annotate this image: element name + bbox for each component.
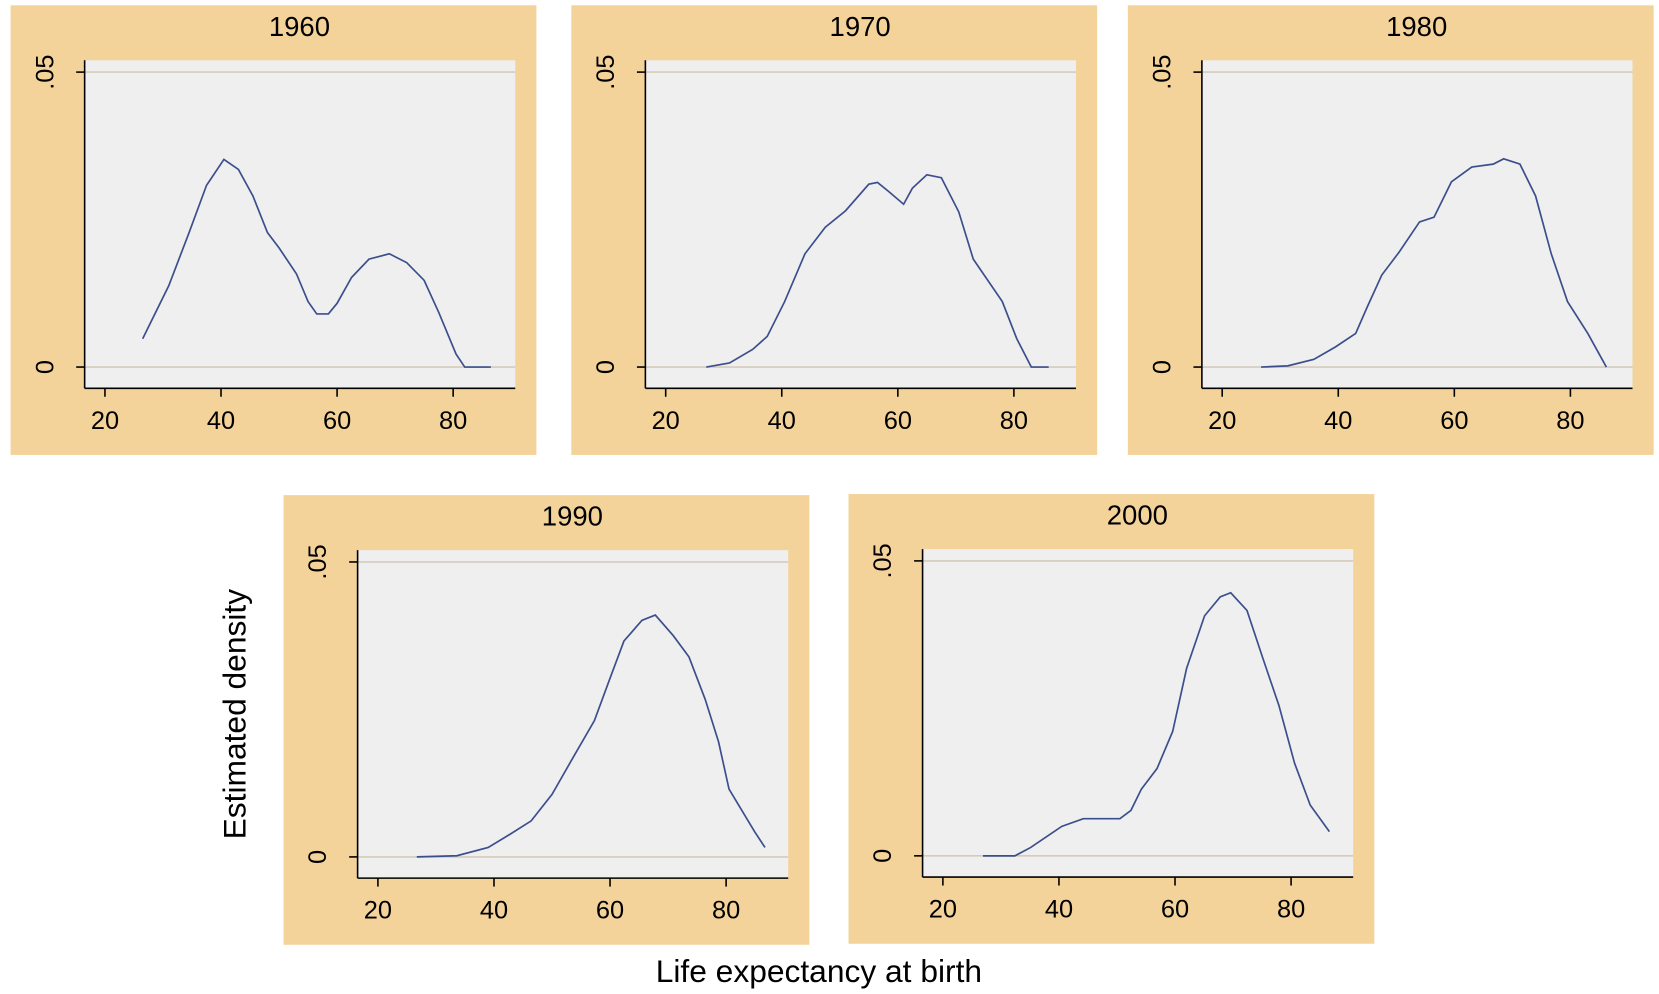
- plot-area: [645, 60, 1076, 389]
- y-tick-label: 0: [31, 360, 59, 374]
- y-axis-label: Estimated density: [216, 589, 252, 840]
- x-tick-label: 20: [929, 896, 957, 924]
- x-tick-label: 40: [1324, 407, 1352, 435]
- panel: 1990 0 .05 20 40 60 80: [283, 495, 810, 945]
- x-axis-label: Life expectancy at birth: [656, 953, 982, 989]
- y-tick-label: 0: [1149, 360, 1177, 374]
- x-tick-label: 60: [884, 407, 912, 435]
- panel-title: 1970: [830, 11, 891, 42]
- chart-root: Estimated density Life expectancy at bir…: [10, 5, 1654, 989]
- plot-area: [357, 550, 789, 879]
- x-tick-label: 80: [1556, 407, 1584, 435]
- plot-area: [84, 60, 516, 389]
- x-tick-label: 60: [323, 407, 351, 435]
- y-tick-label: 0: [304, 850, 332, 864]
- y-tick-label: 0: [592, 360, 620, 374]
- y-tick-label: .05: [304, 544, 332, 579]
- plot-area: [922, 549, 1354, 878]
- panel: 2000 0 .05 20 40 60 80: [848, 494, 1375, 944]
- x-tick-label: 20: [364, 897, 392, 925]
- x-tick-label: 80: [1000, 407, 1028, 435]
- y-tick-label: .05: [869, 543, 897, 578]
- y-tick-label: .05: [1149, 54, 1177, 89]
- x-tick-label: 60: [596, 897, 624, 925]
- y-tick-label: 0: [869, 849, 897, 863]
- x-tick-label: 80: [712, 897, 740, 925]
- x-tick-label: 40: [768, 407, 796, 435]
- x-tick-label: 80: [1277, 896, 1305, 924]
- x-tick-label: 60: [1440, 407, 1468, 435]
- y-tick-label: .05: [31, 54, 59, 89]
- x-tick-label: 40: [480, 897, 508, 925]
- panel-title: 1980: [1386, 11, 1447, 42]
- x-tick-label: 20: [1208, 407, 1236, 435]
- x-tick-label: 40: [207, 407, 235, 435]
- x-tick-label: 40: [1045, 896, 1073, 924]
- density-line: [982, 591, 1331, 857]
- panel: 1980 0 .05 20 40 60 80: [1127, 5, 1654, 455]
- panel-title: 1960: [269, 11, 330, 42]
- x-tick-label: 20: [91, 407, 119, 435]
- density-line: [1261, 157, 1608, 368]
- x-tick-label: 60: [1161, 896, 1189, 924]
- density-line: [141, 158, 491, 368]
- density-line: [416, 614, 766, 858]
- x-tick-label: 20: [652, 407, 680, 435]
- panel: 1970 0 .05 20 40 60 80: [571, 5, 1098, 455]
- x-tick-label: 80: [439, 407, 467, 435]
- panel-title: 2000: [1107, 500, 1168, 531]
- density-line: [706, 173, 1049, 368]
- y-tick-label: .05: [592, 54, 620, 89]
- panel: 1960 0 .05 20 40 60 80: [10, 5, 537, 455]
- panel-title: 1990: [542, 501, 603, 532]
